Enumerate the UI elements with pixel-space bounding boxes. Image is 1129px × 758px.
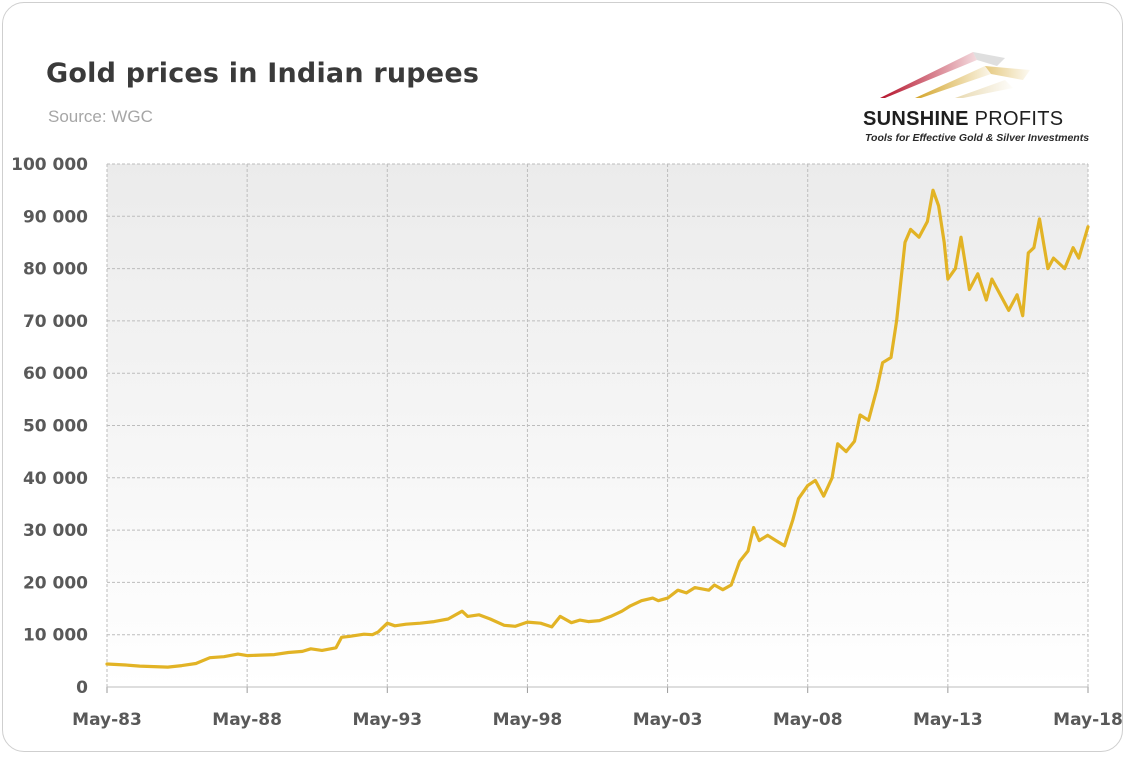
x-tick-label: May-93 [352, 710, 422, 730]
y-tick-label: 60 000 [23, 364, 88, 384]
y-tick-label: 50 000 [23, 417, 88, 437]
y-tick-label: 90 000 [23, 207, 88, 227]
y-tick-label: 20 000 [23, 573, 88, 593]
x-axis: May-83 May-88 May-93 May-98 May-03 May-08 May-… [72, 687, 1123, 730]
y-tick-label: 30 000 [23, 521, 88, 541]
chart-title: Gold prices in Indian rupees [46, 58, 480, 89]
chart-source: Source: WGC [48, 107, 153, 126]
y-axis: 0 10 000 20 000 30 000 40 000 50 000 60 000 70 … [11, 155, 88, 698]
y-tick-label: 80 000 [23, 260, 88, 280]
x-tick-label: May-13 [913, 710, 983, 730]
x-tick-label: May-88 [212, 710, 282, 730]
grid [106, 163, 1089, 687]
series [105, 188, 1090, 669]
y-tick-label: 40 000 [23, 469, 88, 489]
x-tick-label: May-83 [72, 710, 142, 730]
x-tick-label: May-03 [633, 710, 703, 730]
logo-name: SUNSHINE PROFITS [863, 108, 1064, 130]
sunshine-profits-logo: SUNSHINE PROFITS Tools for Effective Gol… [855, 40, 1089, 150]
logo-swoosh-icon [880, 52, 1030, 98]
series-line-gold-price [105, 188, 1090, 669]
x-tick-label: May-08 [773, 710, 843, 730]
y-tick-label: 70 000 [23, 312, 88, 332]
logo-tagline: Tools for Effective Gold & Silver Invest… [865, 132, 1090, 144]
x-tick-label: May-98 [493, 710, 563, 730]
x-tick-label: May-18 [1053, 710, 1123, 730]
y-tick-label: 100 000 [11, 155, 88, 175]
y-tick-label: 0 [76, 678, 88, 698]
y-tick-label: 10 000 [23, 626, 88, 646]
